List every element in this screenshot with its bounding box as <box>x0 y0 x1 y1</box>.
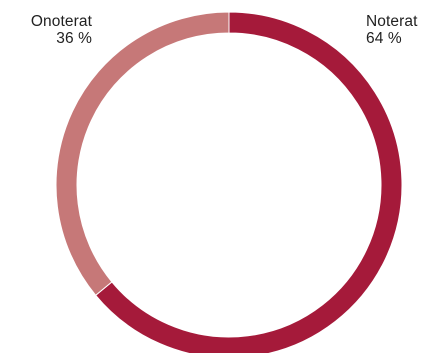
slice-onoterat <box>55 11 230 296</box>
slice-name-noterat: Noterat <box>366 13 418 30</box>
slice-noterat <box>94 11 403 358</box>
slice-label-onoterat: Onoterat 36 % <box>8 13 92 47</box>
slice-label-noterat: Noterat 64 % <box>366 13 434 47</box>
slice-name-onoterat: Onoterat <box>30 13 92 30</box>
slice-value-noterat: 64 % <box>366 30 402 47</box>
slices-group <box>55 11 403 358</box>
slice-value-onoterat: 36 % <box>56 30 92 47</box>
